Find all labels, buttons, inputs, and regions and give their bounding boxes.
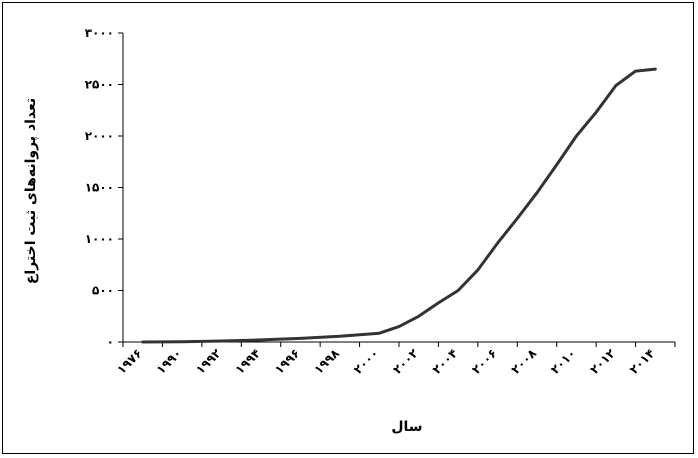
y-axis-title: تعداد پروانه‌های ثبت اختراع: [23, 98, 39, 284]
x-tick-label: ۲۰۱۰: [548, 346, 579, 377]
y-tick-label: ۲۰۰۰: [85, 129, 114, 143]
x-tick-label: ۲۰۱۲: [587, 346, 618, 377]
x-tick-label: ۲۰۰۶: [469, 346, 500, 377]
series-line: [141, 67, 657, 344]
x-tick-label: ۲۰۰۸: [509, 346, 540, 377]
x-tick-label: ۱۹۷۶: [114, 346, 145, 377]
y-tick-label: ۱۵۰۰: [85, 181, 114, 195]
x-axis: ۱۹۷۶ ۱۹۹۰ ۱۹۹۲ ۱۹۹۴ ۱۹۹۶ ۱۹۹۸ ۲۰۰۰ ۲۰۰۲ ۲۰۰۴ ۲۰۰۶…: [114, 341, 676, 377]
x-tick-label: ۱۹۹۴: [233, 346, 264, 377]
y-tick-label: ۳۰۰۰: [85, 26, 114, 40]
x-tick-label: ۱۹۹۶: [272, 346, 303, 377]
x-tick-label: ۲۰۰۴: [430, 346, 461, 377]
x-tick-label: ۱۹۹۰: [154, 346, 185, 377]
x-tick-label: ۱۹۹۲: [193, 346, 224, 377]
y-tick-label: ۲۵۰۰: [85, 78, 114, 92]
y-tick-label: ۵۰۰: [92, 284, 114, 298]
chart-frame: ۰ ۵۰۰ ۱۰۰۰ ۱۵۰۰ ۲۰۰۰ ۲۵۰۰ ۳۰۰۰ ۱۹۷۶ ۱۹۹۰ ۱۹۹۲ ۱۹۹…: [2, 2, 694, 454]
x-axis-title: سال: [391, 419, 422, 435]
x-tick-label: ۲۰۰۰: [351, 346, 382, 377]
x-tick-label: ۲۰۰۲: [390, 346, 421, 377]
x-tick-label: ۱۹۹۸: [311, 346, 342, 377]
y-axis: ۰ ۵۰۰ ۱۰۰۰ ۱۵۰۰ ۲۰۰۰ ۲۵۰۰ ۳۰۰۰: [85, 26, 124, 349]
y-tick-label: ۱۰۰۰: [85, 232, 114, 246]
y-tick-label: ۰: [107, 335, 114, 349]
x-tick-label: ۲۰۱۴: [627, 346, 658, 377]
patent-line-chart: ۰ ۵۰۰ ۱۰۰۰ ۱۵۰۰ ۲۰۰۰ ۲۵۰۰ ۳۰۰۰ ۱۹۷۶ ۱۹۹۰ ۱۹۹۲ ۱۹۹…: [23, 26, 676, 435]
